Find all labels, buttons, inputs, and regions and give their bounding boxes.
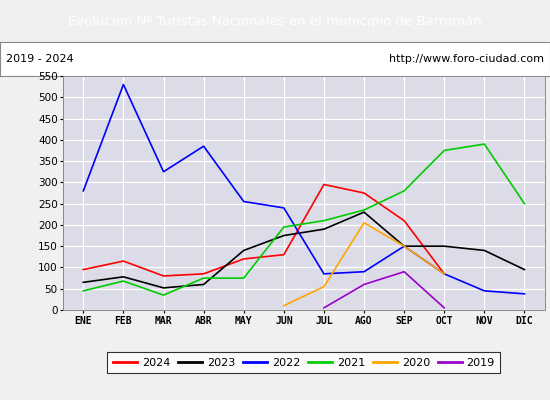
Text: http://www.foro-ciudad.com: http://www.foro-ciudad.com	[389, 54, 544, 64]
Legend: 2024, 2023, 2022, 2021, 2020, 2019: 2024, 2023, 2022, 2021, 2020, 2019	[107, 352, 501, 374]
Text: Evolucion Nº Turistas Nacionales en el municipio de Barromán: Evolucion Nº Turistas Nacionales en el m…	[68, 14, 482, 28]
Text: 2019 - 2024: 2019 - 2024	[6, 54, 73, 64]
